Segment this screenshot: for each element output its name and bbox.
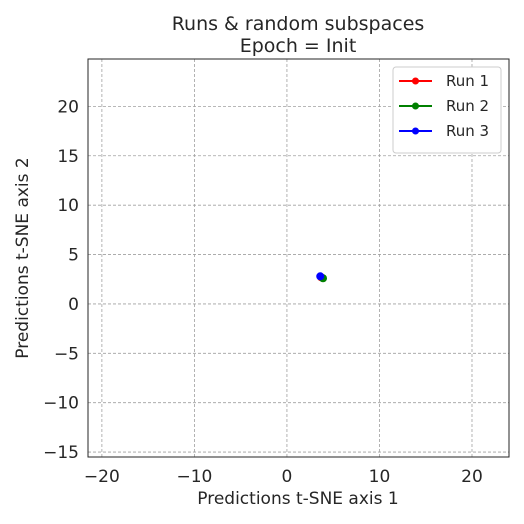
legend-marker-run-1 xyxy=(412,77,419,85)
legend-label-run-2: Run 2 xyxy=(446,97,489,115)
x-axis-label: Predictions t-SNE axis 1 xyxy=(197,489,398,509)
x-tick-label: 0 xyxy=(282,467,293,487)
y-tick-label: 15 xyxy=(57,147,79,167)
x-tick-label: −10 xyxy=(176,467,212,487)
plot-frame xyxy=(87,58,510,458)
chart-title: Runs & random subspaces xyxy=(172,13,425,35)
y-tick-label: 5 xyxy=(68,246,79,266)
y-tick-label: −5 xyxy=(54,344,79,364)
data-point-run-3 xyxy=(316,272,325,281)
y-tick-label: −10 xyxy=(43,394,79,414)
y-tick-label: 10 xyxy=(57,196,79,216)
legend-label-run-3: Run 3 xyxy=(446,122,489,140)
y-tick-label: −15 xyxy=(43,443,79,463)
legend: Run 1 Run 2 Run 3 xyxy=(392,66,502,154)
y-tick-label: 0 xyxy=(68,295,79,315)
data-points xyxy=(316,272,328,283)
axis-ticks: −20 −10 0 10 20 −15 −10 −5 0 5 10 15 20 xyxy=(43,97,483,487)
legend-marker-run-3 xyxy=(412,127,419,135)
x-tick-label: 10 xyxy=(369,467,391,487)
legend-marker-run-2 xyxy=(412,102,419,110)
x-tick-label: −20 xyxy=(84,467,120,487)
chart-subtitle: Epoch = Init xyxy=(240,35,357,57)
x-tick-label: 20 xyxy=(461,467,483,487)
y-tick-label: 20 xyxy=(57,97,79,117)
y-axis-label: Predictions t-SNE axis 2 xyxy=(13,157,33,358)
legend-label-run-1: Run 1 xyxy=(446,72,489,90)
